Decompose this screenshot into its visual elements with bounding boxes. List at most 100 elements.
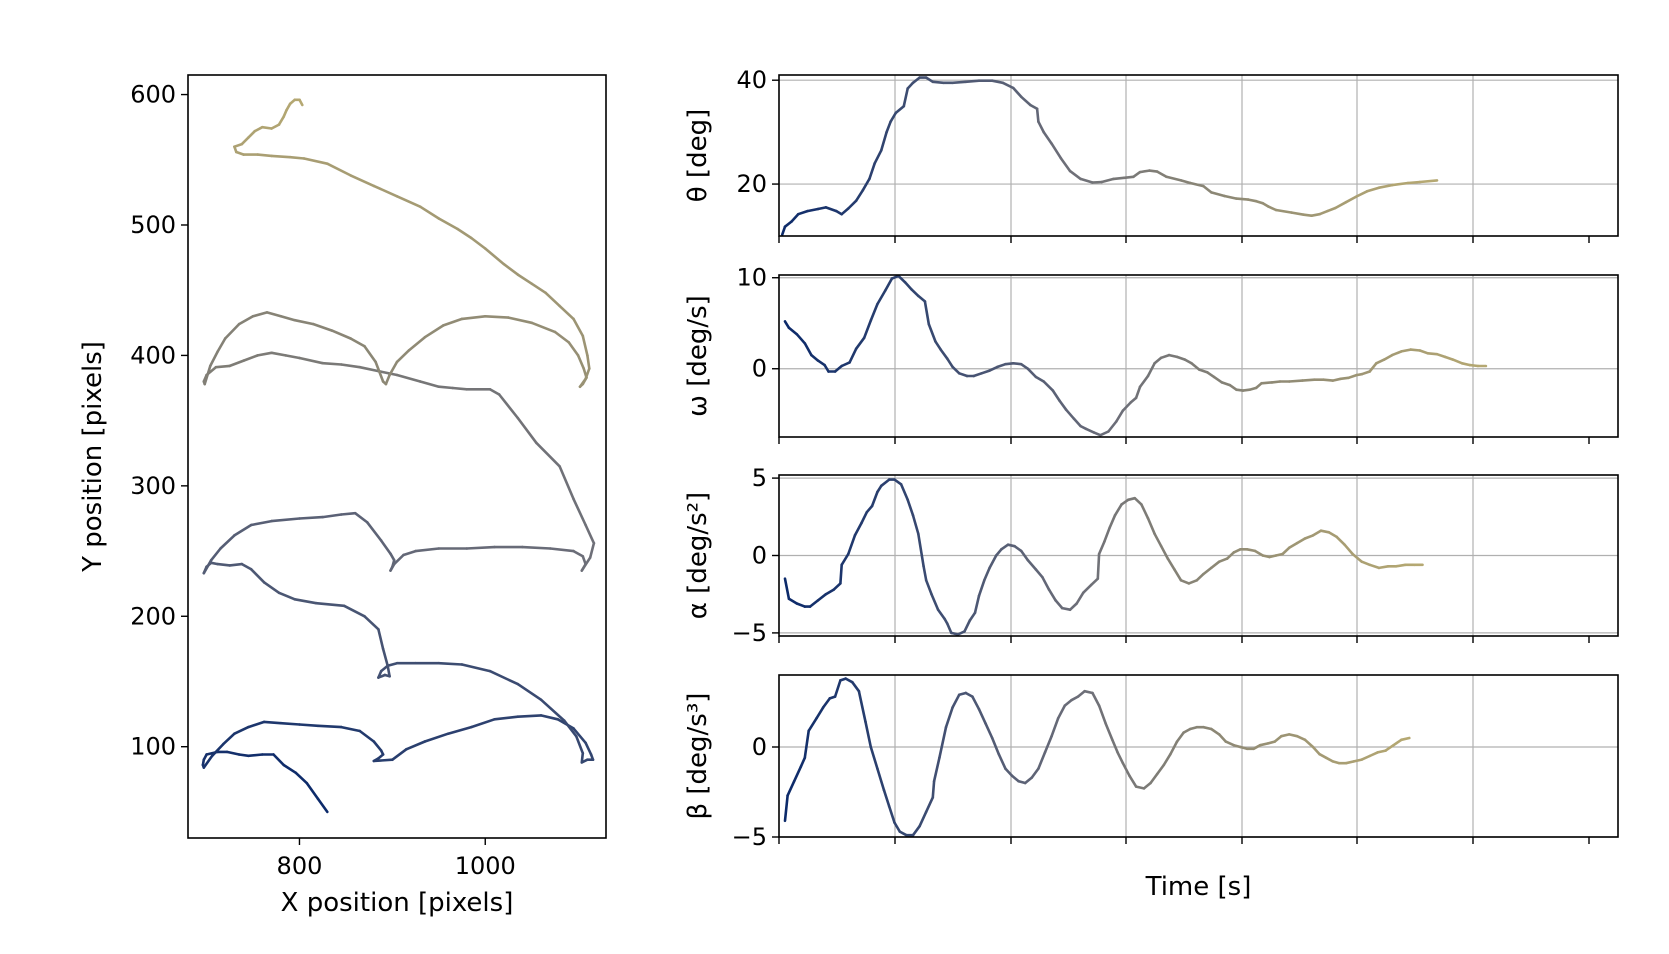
trajectory-segment [203,364,212,386]
alpha-segment [1195,572,1205,582]
trajectory-segment [228,562,244,567]
alpha-segment [963,619,972,633]
beta-segment [864,720,873,749]
alpha-segment [1096,552,1101,581]
trajectory-segment [372,740,383,752]
theta-ylabel: θ [deg] [683,109,713,202]
trajectory-segment [497,393,520,420]
theta-segment [816,206,828,211]
trajectory-segment [516,714,543,719]
theta-segment [1235,197,1250,201]
alpha-segment [787,597,799,605]
trajectory-segment [316,797,329,814]
beta-segment [1121,761,1131,778]
alpha-segment [1202,566,1213,576]
beta-frame [778,674,1619,838]
trajectory-segment [574,734,585,755]
trajectory-segment [379,539,392,556]
alpha-segment [1217,557,1229,564]
trajectory-segment [407,335,427,352]
theta-segment [889,111,898,123]
trajectory-segment [437,661,464,666]
omega-segment [803,341,813,357]
alpha-segment [783,577,791,601]
trajectory-segment [314,601,346,608]
alpha-segment [808,599,820,608]
omega-segment [1339,376,1350,381]
theta-segment [1132,170,1142,179]
theta-segment [1355,190,1369,198]
beta-segment [997,752,1007,770]
trajectory-segment [544,291,561,308]
alpha-segment [1019,549,1030,562]
alpha-segment [1173,568,1183,582]
trajectory-segment [584,741,593,756]
beta-ylabel: β [deg/s³] [683,693,713,820]
omega-segment [1115,409,1125,423]
alpha-segment [860,510,869,525]
trajectory-segment [363,344,377,364]
trajectory-segment [365,521,383,542]
alpha-segment [893,478,903,486]
alpha-segment [1319,529,1331,534]
omega-segment [1134,385,1142,400]
beta-segment [1104,722,1114,742]
trajectory-segment [349,174,376,188]
beta-segment [984,722,994,740]
theta-segment [806,207,820,213]
omega-segment [1175,355,1187,361]
alpha-segment [922,564,928,582]
trajectory-segment [235,150,245,156]
trajectory-segment [247,129,257,139]
beta-segment [1202,725,1213,731]
trajectory-segment [270,351,287,357]
beta-segment [1023,776,1034,785]
beta-segment [1303,738,1315,749]
theta-segment [964,79,981,84]
theta-segment [1138,169,1151,174]
alpha-segment [1179,578,1191,585]
trajectory-segment [242,354,260,362]
theta-segment [1247,198,1258,203]
omega-segment [816,359,826,367]
trajectory-segment [372,184,399,198]
omega-ytick-label-0: 0 [752,355,767,383]
alpha-segment [1166,557,1176,571]
alpha-segment [1133,496,1143,506]
alpha-segment [1026,558,1038,571]
beta-segment [1352,758,1364,763]
omega-segment [1146,361,1156,378]
omega-segment [903,280,914,291]
alpha-panel: −5 0 5 α [deg/s²] [683,464,1619,647]
trajectory-segment [223,322,241,340]
omega-segment [848,347,858,364]
beta-segment [1217,733,1228,743]
alpha-segment [1311,529,1323,537]
alpha-segment [1113,503,1123,517]
theta-segment [1148,169,1159,173]
trajectory-segment [260,125,273,130]
alpha-segment [1281,546,1291,556]
omega-segment [862,319,873,340]
beta-segment [1116,751,1125,765]
beta-segment [1128,774,1138,788]
beta-segment [1111,738,1119,754]
alpha-segment [1253,549,1265,557]
trajectory-segment [277,115,286,126]
theta-segment [1050,142,1063,160]
trajectory-segment [247,753,264,758]
beta-segment [1210,727,1221,736]
trajectory-segment [247,720,266,729]
trajectory-segment [395,373,422,383]
trajectory-segment [418,380,441,389]
trajectory-ytick-label-4: 500 [130,211,176,239]
omega-segment [1099,430,1110,437]
alpha-segment [853,521,863,537]
theta-segment [1418,179,1439,184]
trajectory-segment [316,724,343,729]
theta-segment [931,80,945,85]
trajectory-segment [374,360,385,383]
beta-segment [1063,698,1073,707]
trajectory-segment [262,581,281,595]
